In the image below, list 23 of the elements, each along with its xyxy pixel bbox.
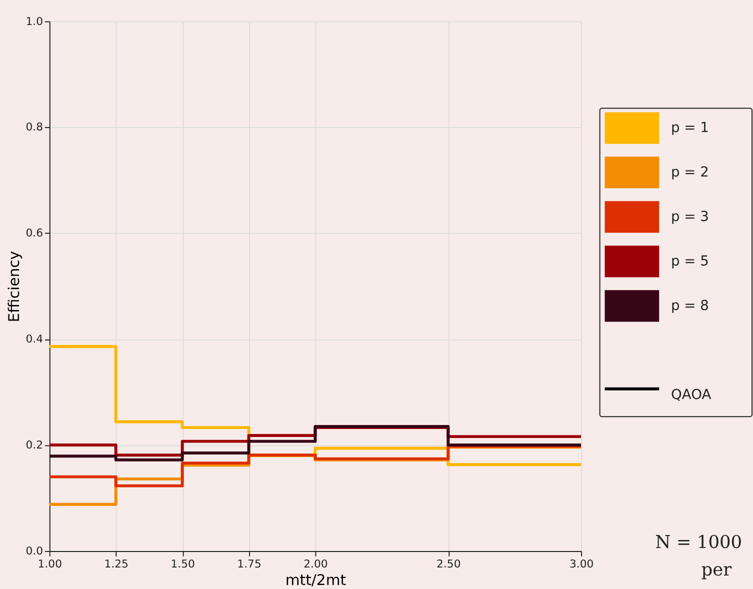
y-tick-label: 0.6 — [26, 226, 44, 240]
legend-label: p = 2 — [670, 164, 709, 180]
text: per — [701, 560, 732, 581]
y-tick-label: 1.0 — [26, 14, 44, 28]
x-tick-label: 1.00 — [38, 557, 62, 570]
x-tick-label: 1.25 — [104, 557, 128, 570]
y-axis-title: Efficiency — [6, 250, 23, 322]
x-tick-label: 2.00 — [304, 557, 328, 570]
legend-label: p = 5 — [670, 253, 709, 270]
y-tick-label: 0.8 — [26, 120, 44, 134]
y-tick-label: 0.2 — [26, 438, 43, 452]
legend-label: p = 8 — [670, 298, 709, 314]
y-tick-label: 0.4 — [26, 332, 44, 346]
legend-label: p = 3 — [670, 208, 709, 225]
legend-label: QAOA — [670, 386, 712, 403]
x-tick-label: 1.50 — [170, 557, 195, 570]
y-tick-label: 0.0 — [26, 544, 44, 558]
x-axis-title: mtt/2mt — [285, 572, 346, 589]
x-tick-label: 1.75 — [237, 557, 262, 570]
x-tick-label: 3.00 — [569, 557, 594, 570]
x-tick-label: 2.50 — [436, 557, 461, 570]
text: N = 1000 — [655, 532, 742, 554]
legend-label: p = 1 — [670, 120, 709, 136]
